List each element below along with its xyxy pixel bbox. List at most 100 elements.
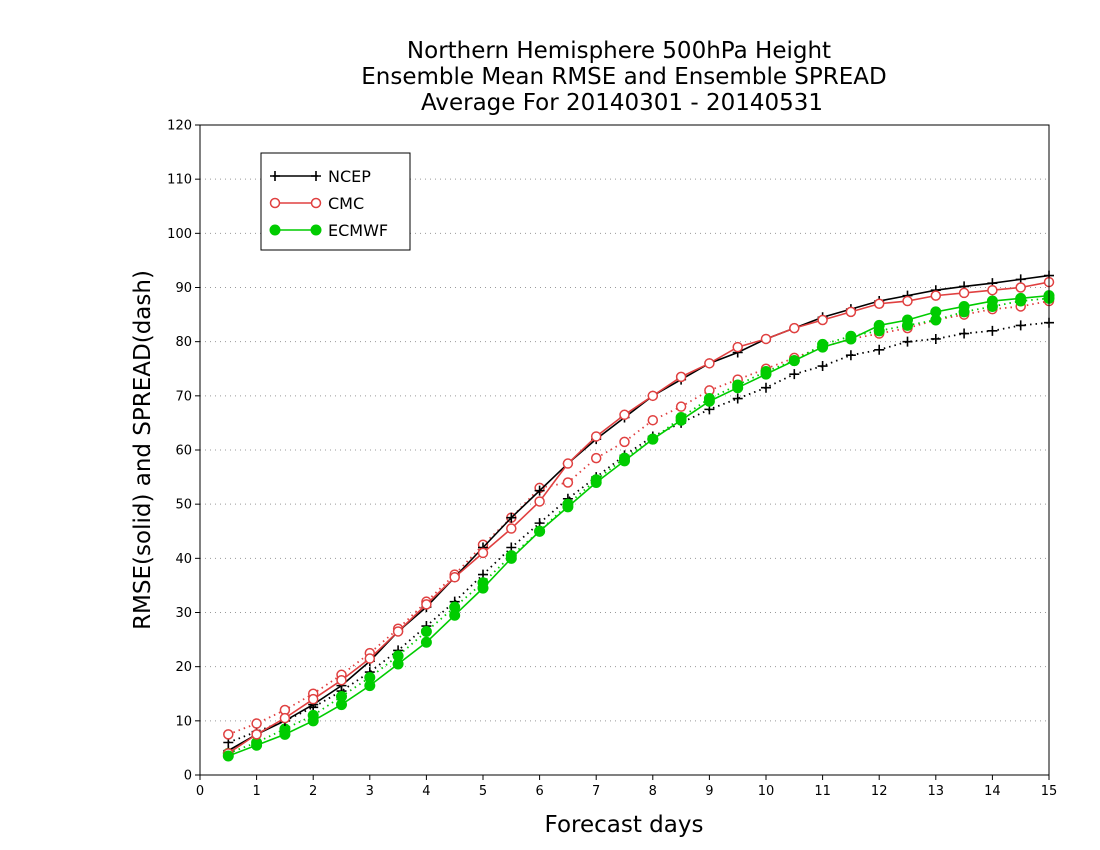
data-point [987, 325, 998, 336]
data-point [279, 728, 291, 740]
series-line [227, 300, 1050, 736]
data-point [789, 322, 800, 334]
data-point [311, 171, 321, 181]
legend-label: ECMWF [328, 221, 388, 240]
data-point [845, 333, 857, 345]
data-point [590, 477, 602, 488]
data-point [449, 609, 461, 621]
data-point [760, 333, 772, 345]
y-tick-label: 0 [184, 769, 192, 784]
data-point [506, 512, 517, 523]
data-point [732, 341, 743, 353]
x-tick-label: 13 [928, 784, 945, 799]
legend-item-ecmwf: ECMWF [269, 221, 388, 240]
y-tick-label: 90 [175, 281, 192, 296]
data-point [873, 298, 885, 309]
data-point [1015, 292, 1027, 304]
data-point [534, 525, 546, 537]
x-tick-label: 10 [758, 784, 775, 799]
data-point [647, 414, 659, 426]
data-point [647, 390, 659, 402]
series-ecmwf-rmse [222, 290, 1055, 762]
x-tick-label: 5 [479, 784, 487, 799]
x-axis-title: Forecast days [545, 812, 704, 838]
data-point [505, 552, 517, 564]
data-point [902, 295, 913, 307]
series-ncep-rmse [223, 270, 1054, 756]
legend-item-cmc: CMC [269, 194, 364, 213]
data-point [873, 319, 885, 331]
legend: NCEP CMC ECMWF [260, 152, 411, 251]
series-cmc-spread [223, 295, 1055, 740]
data-point [619, 409, 630, 421]
data-point [958, 287, 970, 299]
data-point [364, 653, 376, 664]
data-point [336, 674, 347, 686]
data-point [704, 358, 715, 369]
data-point [930, 306, 942, 318]
data-point [590, 431, 602, 442]
y-tick-label: 50 [175, 498, 192, 513]
data-point [420, 625, 432, 637]
data-point [222, 750, 234, 762]
data-point [477, 582, 489, 594]
y-tick-label: 40 [175, 552, 192, 567]
x-axis-ticks: 0 1 2 3 4 5 6 7 8 9 10 11 12 13 14 15 [196, 775, 1057, 799]
x-tick-label: 3 [366, 784, 374, 799]
x-tick-label: 14 [984, 784, 1001, 799]
data-point [986, 295, 998, 307]
y-tick-label: 110 [167, 173, 192, 188]
y-tick-label: 70 [175, 389, 192, 404]
y-tick-label: 20 [175, 660, 192, 675]
x-tick-label: 15 [1041, 784, 1058, 799]
data-point [817, 361, 828, 372]
series-ecmwf-spread [222, 292, 1055, 759]
y-axis-ticks: 0 10 20 30 40 50 60 70 80 90 100 110 120 [167, 119, 200, 784]
x-tick-label: 12 [871, 784, 888, 799]
data-point [845, 350, 856, 361]
data-point [760, 368, 772, 380]
y-tick-label: 120 [167, 119, 192, 134]
data-point [732, 382, 744, 394]
data-point [336, 699, 347, 711]
data-point [310, 197, 322, 209]
x-tick-label: 4 [422, 784, 430, 799]
x-tick-label: 0 [196, 784, 204, 799]
data-point [392, 658, 404, 670]
data-point [562, 458, 574, 469]
data-point [421, 599, 432, 610]
data-point [788, 355, 800, 367]
data-point [251, 729, 262, 740]
data-point [279, 712, 291, 724]
x-tick-label: 6 [535, 784, 543, 799]
data-point [307, 693, 319, 705]
data-point [310, 224, 322, 236]
data-point [874, 344, 885, 355]
data-point [902, 314, 913, 326]
series-line [228, 294, 1050, 757]
data-point [392, 626, 404, 637]
grid [200, 178, 1049, 722]
x-tick-label: 1 [252, 784, 260, 799]
data-point [703, 395, 715, 407]
data-point [449, 572, 460, 583]
data-point [732, 393, 743, 404]
x-tick-label: 11 [814, 784, 831, 799]
series [222, 270, 1055, 762]
data-point [958, 300, 970, 312]
legend-item-ncep: NCEP [270, 167, 371, 186]
series-cmc-rmse [223, 276, 1055, 759]
data-point [251, 718, 262, 729]
data-point [675, 401, 687, 412]
data-point [590, 452, 602, 464]
data-point [761, 382, 771, 393]
series-line [227, 281, 1050, 754]
data-point [269, 224, 281, 236]
series-line [227, 297, 1050, 755]
series-line [227, 321, 1050, 744]
data-point [845, 306, 857, 318]
data-point [619, 436, 630, 448]
chart-title: Northern Hemisphere 500hPa Height Ensemb… [361, 38, 886, 116]
data-point [307, 715, 319, 727]
